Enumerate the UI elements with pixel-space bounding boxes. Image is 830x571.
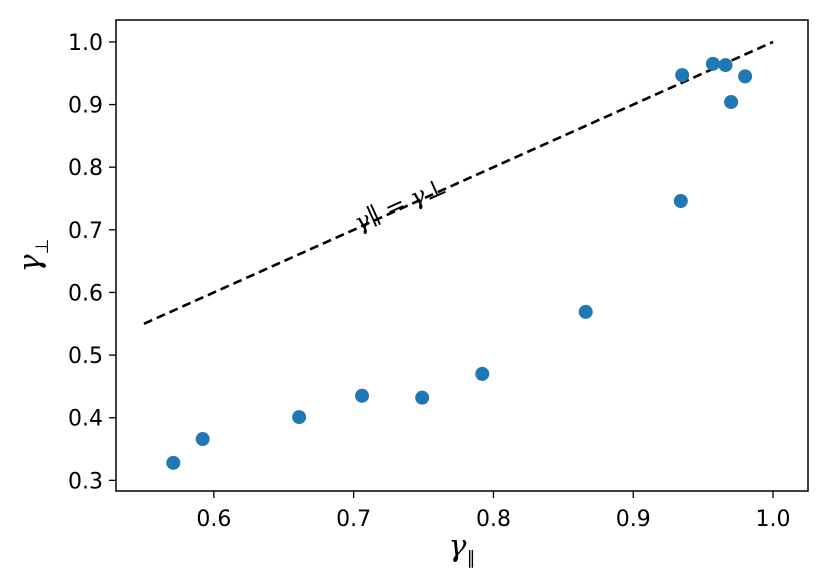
y-tick-label: 0.5	[68, 344, 103, 369]
data-point	[738, 69, 753, 84]
y-tick-label: 1.0	[68, 31, 103, 56]
data-point	[718, 58, 733, 73]
y-axis-label-subscript: ⊥	[32, 239, 53, 255]
x-axis-label-symbol: γ	[449, 529, 467, 564]
y-tick-label: 0.3	[68, 469, 103, 494]
data-point	[724, 95, 739, 110]
reference-line-group	[143, 40, 774, 325]
data-point	[675, 68, 690, 83]
x-tick-label: 0.7	[336, 507, 371, 532]
data-points	[166, 56, 753, 470]
x-axis-label: γ∥	[449, 529, 476, 569]
data-point	[673, 194, 688, 209]
y-tick-label: 0.8	[68, 156, 103, 181]
x-tick-label: 0.9	[616, 507, 651, 532]
data-point	[475, 366, 490, 381]
plot-frame	[115, 19, 809, 492]
x-tick-label: 0.6	[196, 507, 231, 532]
y-tick-label: 0.6	[68, 281, 103, 306]
reference-line-label: γ∥ = γ⊥	[350, 172, 451, 238]
data-point	[705, 56, 720, 71]
data-point	[355, 388, 370, 403]
y-tick-label: 0.4	[68, 407, 103, 432]
y-axis-label-symbol: γ	[13, 254, 48, 272]
x-tick-label: 0.8	[476, 507, 511, 532]
x-axis-label-subscript: ∥	[466, 548, 475, 569]
reference-line	[143, 40, 774, 325]
data-point	[195, 432, 210, 447]
ticks: 0.6 0.7 0.8 0.9 1.0 0.3 0.4 0.5 0.6 0.7 0.8 0.9 1.0	[68, 31, 791, 532]
x-tick-label: 1.0	[756, 507, 791, 532]
data-point	[578, 304, 593, 319]
data-point	[166, 455, 181, 470]
y-tick-label: 0.7	[68, 219, 103, 244]
data-point	[415, 390, 430, 405]
data-point	[292, 410, 307, 425]
y-axis-label: γ⊥	[13, 239, 53, 273]
y-tick-label: 0.9	[68, 94, 103, 119]
